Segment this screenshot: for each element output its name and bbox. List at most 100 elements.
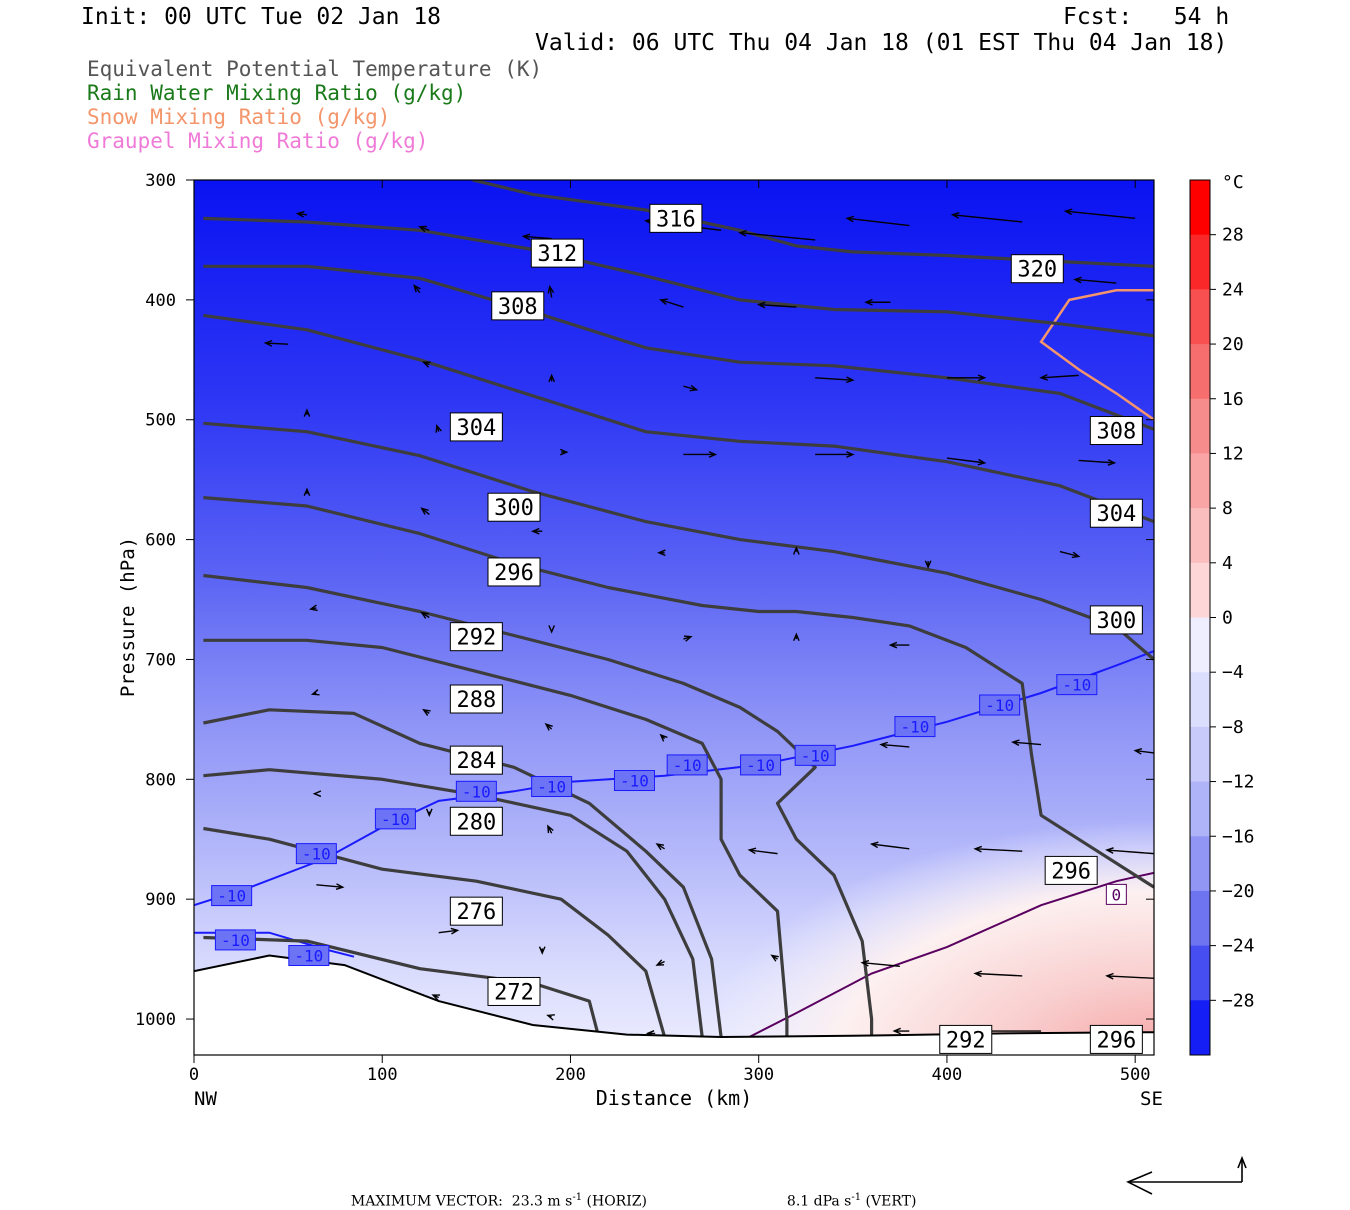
wind-vector [1039, 374, 1079, 381]
isotherm-label-box [740, 754, 782, 776]
colorbar-segment [1190, 945, 1210, 1001]
contour-label-284: 284 [456, 749, 496, 774]
temperature-colorbar: 28 24 20 16 12 8 4 0 −4 −8 −12 −16 −20 −24 −28 [1189, 179, 1255, 1056]
wind-vector [548, 373, 556, 383]
wind-vector [683, 384, 699, 392]
contour-label-layer: 316 312 308 320 304 308 300 304 296 292 300 288 284 2… [449, 203, 1143, 1054]
colorbar-segment [1190, 836, 1210, 892]
theta-e-contour-300 [203, 421, 1154, 661]
contour-label-308: 308 [498, 295, 538, 320]
contour-label-box [1089, 416, 1143, 446]
colorbar-segment [1190, 562, 1210, 618]
wind-vector [973, 845, 1023, 853]
x-tick-label: 400 [932, 1065, 963, 1085]
isotherm-label-box [613, 770, 655, 792]
colorbar-segment [1190, 344, 1210, 400]
wind-vector [1063, 208, 1136, 220]
contour-label-304: 304 [1096, 502, 1136, 527]
plot-frame [193, 179, 1155, 1056]
isotherm-label: 0 [1112, 885, 1122, 904]
colorbar-segment [1190, 1000, 1210, 1056]
contour-label-box [449, 806, 503, 836]
wind-vector [548, 625, 556, 634]
contour-label-box [1044, 855, 1098, 885]
wind-vector [659, 298, 684, 308]
max-vector-horizontal-text: MAXIMUM VECTOR: 23.3 m s [350, 1193, 573, 1210]
colorbar-tick-label: 20 [1222, 334, 1244, 355]
contour-label-box [1089, 1024, 1143, 1054]
wind-vector [888, 641, 910, 649]
colorbar-tick-label: −16 [1222, 826, 1255, 847]
wind-vector [1078, 459, 1117, 466]
isotherm-label: -10 [1062, 676, 1091, 695]
forecast-hour-label: Fcst: 54 h [1063, 4, 1230, 30]
isotherm-label-layer: -10 -10 -10 -10 -10 -10 -10 -10 -10 -10 -10 -10 -10 -… [211, 674, 1127, 967]
wind-vector [845, 215, 910, 227]
contour-label-box [1089, 498, 1143, 528]
contour-label-box [649, 203, 703, 233]
colorbar-segment [1190, 453, 1210, 509]
wind-vector [263, 339, 289, 347]
wind-vector [869, 841, 910, 850]
isotherm-label-box [979, 694, 1021, 716]
wind-vector [418, 225, 430, 233]
isotherm-label-box [211, 885, 253, 907]
contour-label-288: 288 [456, 688, 496, 713]
wind-vector [316, 883, 345, 890]
snow-contour-line [1039, 289, 1154, 421]
wind-vector [756, 301, 797, 309]
colorbar-segment [1190, 617, 1210, 673]
max-vector-vertical-text: 8.1 dPa s [786, 1193, 852, 1210]
valid-time-label: Valid: 06 UTC Thu 04 Jan 18 (01 EST Thu … [535, 30, 1228, 56]
theta-e-contour-304 [203, 313, 1154, 524]
y-tick-label: 300 [145, 171, 176, 191]
contour-label-box [487, 492, 541, 522]
wind-vector [683, 635, 693, 642]
contour-label-320: 320 [1017, 258, 1057, 283]
isotherm-label: -10 [801, 746, 830, 765]
y-tick-label: 900 [145, 890, 176, 910]
theta-e-contour-288 [203, 638, 789, 1037]
wind-vector [295, 210, 308, 218]
colorbar-segment [1190, 781, 1210, 837]
contour-label-292: 292 [946, 1028, 986, 1053]
isotherm-label-box [288, 945, 330, 967]
isotherm-label: -10 [537, 778, 566, 797]
wind-vector [946, 457, 987, 466]
contour-label-box [449, 622, 503, 652]
wind-vector [892, 1027, 910, 1035]
wind-vector [1133, 747, 1154, 755]
colorbar-tick-label: 4 [1222, 553, 1233, 574]
wind-vector [946, 374, 987, 382]
colorbar-unit-label: °C [1222, 172, 1244, 193]
wind-vector [194, 599, 195, 601]
wind-vector [422, 708, 431, 716]
theta-e-contour-308 [203, 264, 1154, 431]
contour-label-304: 304 [456, 416, 496, 441]
contour-label-box [487, 976, 541, 1006]
isotherm-label-box [894, 716, 936, 738]
contour-label-300: 300 [1096, 609, 1136, 634]
x-tick-label: 500 [1120, 1065, 1151, 1085]
wind-vector [413, 284, 421, 294]
colorbar-segment [1190, 180, 1210, 236]
wind-vector [435, 424, 442, 433]
y-tick-label: 600 [145, 531, 176, 551]
colorbar-tick-label: −12 [1222, 772, 1255, 793]
max-vector-vertical: 8.1 dPa s-1 (VERT) [778, 1176, 917, 1210]
x-tick-label: 0 [189, 1065, 199, 1085]
x-axis-label: Distance (km) [596, 1086, 753, 1110]
wind-vector [792, 632, 800, 642]
isotherm-label: -10 [985, 696, 1014, 715]
wind-vector [431, 994, 441, 1001]
vert-tag: (VERT) [861, 1193, 917, 1210]
isotherm-label-box [455, 780, 497, 802]
unit-exponent: -1 [572, 1192, 583, 1203]
contour-label-292: 292 [456, 626, 496, 651]
colorbar-segment [1190, 508, 1210, 564]
wind-vector [308, 604, 318, 612]
x-tick-label: 200 [555, 1065, 586, 1085]
isotherm-label-box [1105, 883, 1127, 905]
isotherm-label: -10 [462, 782, 491, 801]
